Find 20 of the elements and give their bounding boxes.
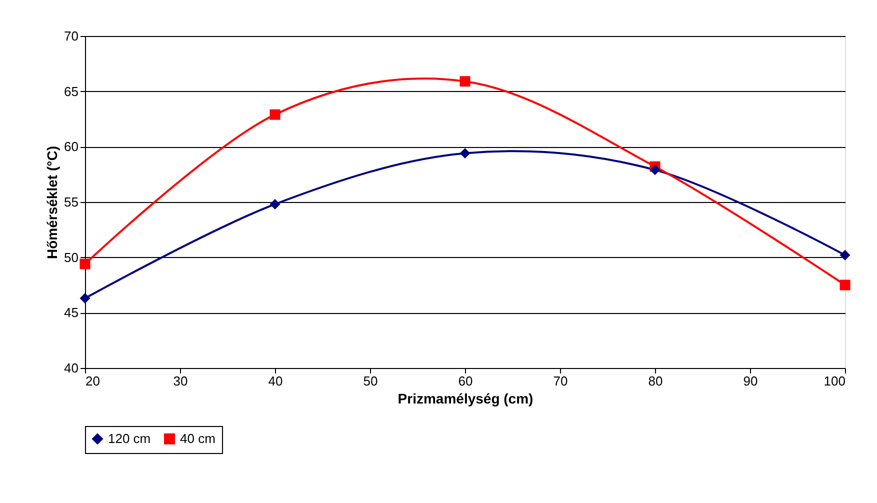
x-tick-label: 100 <box>824 374 846 388</box>
x-tick-label: 30 <box>173 374 188 388</box>
y-tick-label: 65 <box>64 84 78 99</box>
x-tick-label: 90 <box>743 374 758 388</box>
y-tick-label: 40 <box>64 360 78 376</box>
y-tick-label: 50 <box>64 250 78 265</box>
x-tick-label: 40 <box>268 374 283 388</box>
x-axis-title: Prizmamélység (cm) <box>398 390 534 406</box>
y-tick-label: 70 <box>64 28 78 44</box>
legend-label: 40 cm <box>180 430 216 446</box>
x-tick-label: 20 <box>86 374 100 388</box>
y-axis-title: Hőmérséklet (°C) <box>44 146 60 259</box>
y-tick-label: 60 <box>64 139 78 154</box>
x-tick-label: 50 <box>363 374 378 388</box>
y-tick-label: 55 <box>64 194 78 210</box>
legend-label: 120 cm <box>108 430 151 446</box>
x-tick-label: 80 <box>648 374 663 388</box>
x-tick-label: 70 <box>553 374 568 388</box>
x-tick-label: 60 <box>458 374 473 388</box>
y-tick-label: 45 <box>64 305 78 320</box>
